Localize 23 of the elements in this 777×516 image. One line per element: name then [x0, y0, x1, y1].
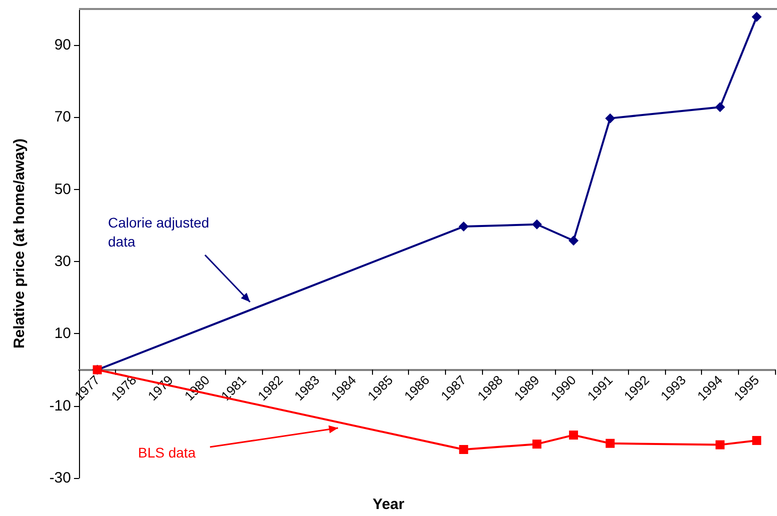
y-tick-label: 50	[54, 180, 71, 198]
y-axis-title: Relative price (at home/away)	[11, 138, 28, 349]
y-tick-label: -10	[49, 397, 71, 414]
point	[459, 445, 468, 454]
point	[532, 440, 542, 449]
x-axis-title: Year	[372, 496, 405, 513]
point	[752, 12, 762, 22]
point	[458, 222, 469, 232]
point	[715, 102, 726, 112]
y-tick-label: 30	[54, 253, 71, 270]
y-tick-label: 10	[54, 325, 71, 342]
point	[568, 236, 579, 246]
point	[532, 219, 542, 230]
y-tick-label: 70	[54, 108, 71, 126]
point	[605, 113, 616, 124]
point	[716, 440, 725, 450]
y-tick-label: -30	[49, 470, 71, 486]
annotation: Calorie adjusted data	[108, 214, 210, 250]
point	[606, 438, 615, 448]
y-tick-label: 90	[54, 36, 71, 54]
annotation: BLS data	[138, 444, 196, 460]
point	[569, 430, 578, 440]
point	[752, 436, 762, 445]
